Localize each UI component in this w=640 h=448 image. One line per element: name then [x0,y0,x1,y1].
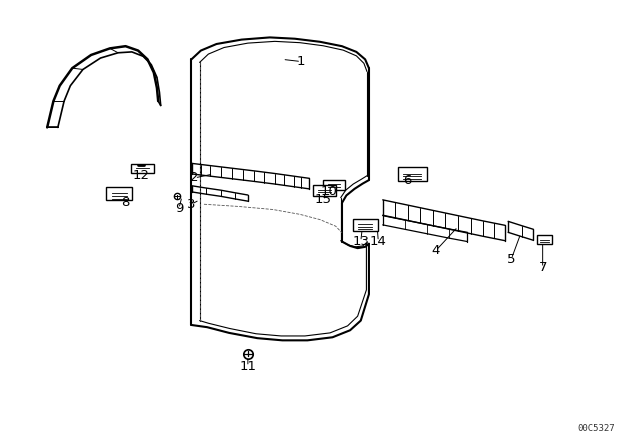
Text: 13: 13 [352,235,369,248]
FancyBboxPatch shape [131,164,154,173]
Text: 1: 1 [297,55,305,68]
Text: 00C5327: 00C5327 [577,423,615,433]
Text: 15: 15 [315,194,332,207]
Text: 6: 6 [404,173,412,187]
FancyBboxPatch shape [106,187,132,200]
Text: 2: 2 [190,172,199,185]
FancyBboxPatch shape [398,168,427,181]
Text: 10: 10 [321,185,338,198]
Text: 9: 9 [175,202,183,215]
FancyBboxPatch shape [313,185,336,196]
FancyBboxPatch shape [537,235,552,244]
FancyBboxPatch shape [323,180,345,190]
Text: 7: 7 [538,261,547,275]
Text: 11: 11 [239,360,257,373]
Text: 5: 5 [507,253,516,266]
FancyBboxPatch shape [353,219,378,231]
Text: 14: 14 [370,235,387,248]
Text: 12: 12 [132,169,150,182]
Text: 8: 8 [122,195,130,209]
Text: 4: 4 [432,244,440,257]
Text: 3: 3 [187,198,196,211]
